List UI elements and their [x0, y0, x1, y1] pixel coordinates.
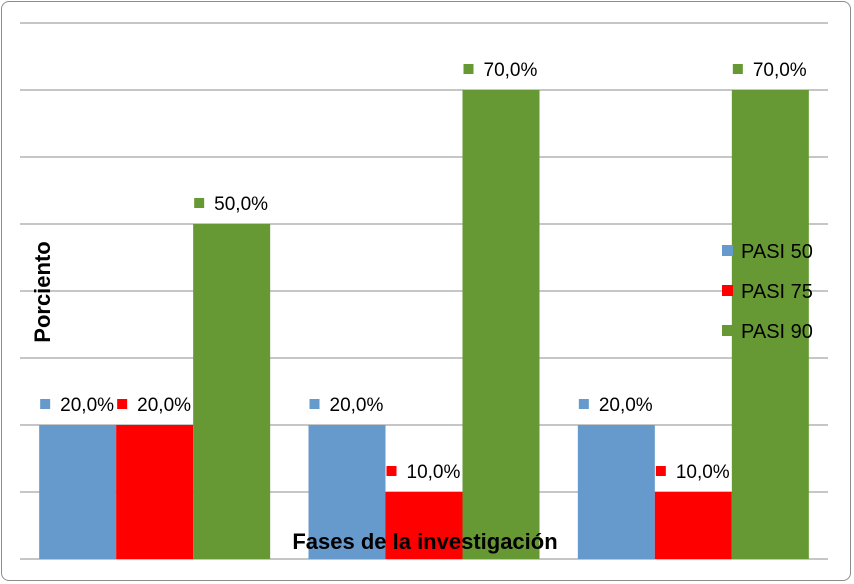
data-label: 20,0% — [60, 395, 114, 416]
data-label: 20,0% — [599, 395, 653, 416]
legend-label: PASI 50 — [741, 241, 813, 263]
data-labels: 20,0% 20,0% 50,0% 20,0% 10,0% 70,0% 20,0% 10,0%… — [40, 60, 807, 483]
data-label: 10,0% — [407, 462, 461, 483]
legend-swatch — [722, 285, 733, 296]
data-label: 50,0% — [214, 194, 268, 215]
data-label-marker — [117, 399, 128, 409]
bar — [385, 492, 463, 559]
data-label-marker — [732, 64, 743, 74]
bar — [308, 425, 386, 559]
data-label: 70,0% — [484, 60, 538, 81]
legend-swatch — [722, 245, 733, 256]
bar — [654, 492, 732, 559]
data-label-marker — [655, 466, 666, 476]
legend-swatch — [722, 325, 733, 336]
bar — [462, 90, 540, 559]
data-label-marker — [386, 466, 397, 476]
legend-label: PASI 75 — [741, 281, 813, 303]
y-axis-title: Porciento — [30, 241, 55, 342]
bar — [193, 224, 271, 559]
data-label: 70,0% — [753, 60, 807, 81]
data-label-marker — [309, 399, 320, 409]
data-label-marker — [40, 399, 51, 409]
legend: PASI 50 PASI 75 PASI 90 — [722, 241, 813, 343]
bar — [731, 90, 809, 559]
data-label-marker — [463, 64, 474, 74]
bar — [577, 425, 655, 559]
data-label-marker — [578, 399, 589, 409]
data-label: 10,0% — [676, 462, 730, 483]
data-label: 20,0% — [137, 395, 191, 416]
bars — [39, 90, 809, 559]
data-label: 20,0% — [330, 395, 384, 416]
legend-label: PASI 90 — [741, 321, 813, 343]
x-axis-title: Fases de la investigación — [292, 529, 557, 554]
bar — [39, 425, 117, 559]
bar — [116, 425, 194, 559]
data-label-marker — [194, 198, 205, 208]
